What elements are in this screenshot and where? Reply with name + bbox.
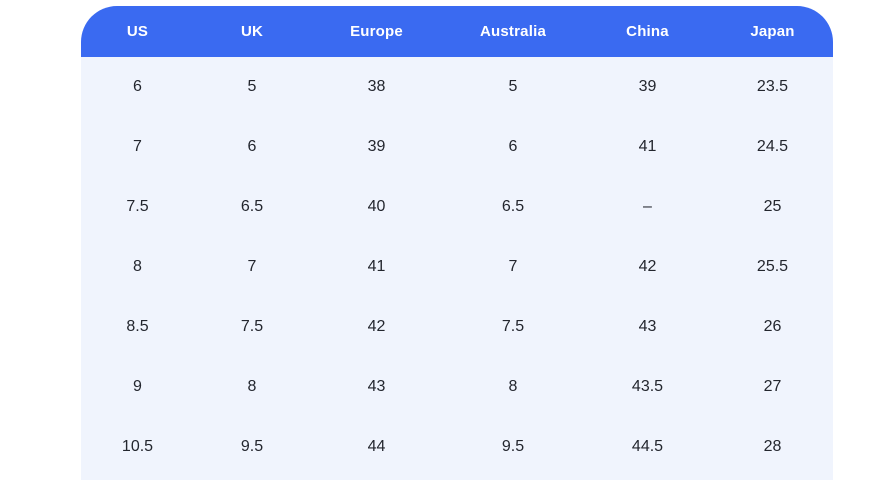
table-cell: 27 [763,378,782,395]
table-cell: 43 [638,318,657,335]
table-cell: 5 [508,78,518,95]
table-cell: 6.5 [501,198,525,215]
table-cell: 44.5 [631,438,664,455]
table-row: 6 5 38 5 39 23.5 [81,57,833,117]
table-cell: 42 [638,258,657,275]
table-cell: 8.5 [126,318,149,335]
table-header-row: US UK Europe Australia China Japan [81,6,833,57]
table-cell: 10.5 [121,438,154,455]
table-cell: 26 [763,318,782,335]
table-row: 7.5 6.5 40 6.5 – 25 [81,177,833,237]
table-cell: 24.5 [756,138,789,155]
column-header-us: US [126,23,149,40]
table-cell: 7 [508,258,518,275]
shoe-size-table: US UK Europe Australia China Japan 6 5 3… [81,6,833,480]
table-cell: 9.5 [240,438,264,455]
table-cell: 8 [508,378,518,395]
table-cell: 5 [247,78,257,95]
table-cell: 9 [133,378,142,395]
table-cell: 42 [367,318,386,335]
table-cell: 41 [638,138,657,155]
column-header-europe: Europe [350,23,403,40]
table-cell: 7 [247,258,257,275]
column-header-australia: Australia [480,23,546,40]
table-cell: 25 [763,198,782,215]
table-cell: 28 [763,438,782,455]
table-cell: 6 [133,78,142,95]
column-header-uk: UK [240,23,264,40]
table-cell: 41 [367,258,386,275]
table-cell: 6 [508,138,518,155]
table-row: 10.5 9.5 44 9.5 44.5 28 [81,417,833,477]
table-cell: 7.5 [240,318,264,335]
table-cell: 7 [133,138,142,155]
table-cell: 38 [367,78,386,95]
table-cell: 7.5 [501,318,525,335]
table-row: 7 6 39 6 41 24.5 [81,117,833,177]
column-header-japan: Japan [750,23,795,40]
table-cell: 7.5 [126,198,149,215]
table-cell: 6 [247,138,257,155]
table-cell: 23.5 [756,78,789,95]
table-cell: 6.5 [240,198,264,215]
table-cell: 43 [367,378,386,395]
table-row: 8 7 41 7 42 25.5 [81,237,833,297]
table-cell: 43.5 [631,378,664,395]
table-cell: 40 [367,198,386,215]
table-cell: 44 [367,438,386,455]
table-cell: 9.5 [501,438,525,455]
table-cell: 25.5 [756,258,789,275]
table-row: 9 8 43 8 43.5 27 [81,357,833,417]
table-row: 8.5 7.5 42 7.5 43 26 [81,297,833,357]
table-cell: 8 [133,258,142,275]
table-cell: 39 [638,78,657,95]
column-header-china: China [626,23,669,40]
table-cell: 8 [247,378,257,395]
table-cell: – [643,198,652,215]
table-cell: 39 [367,138,386,155]
